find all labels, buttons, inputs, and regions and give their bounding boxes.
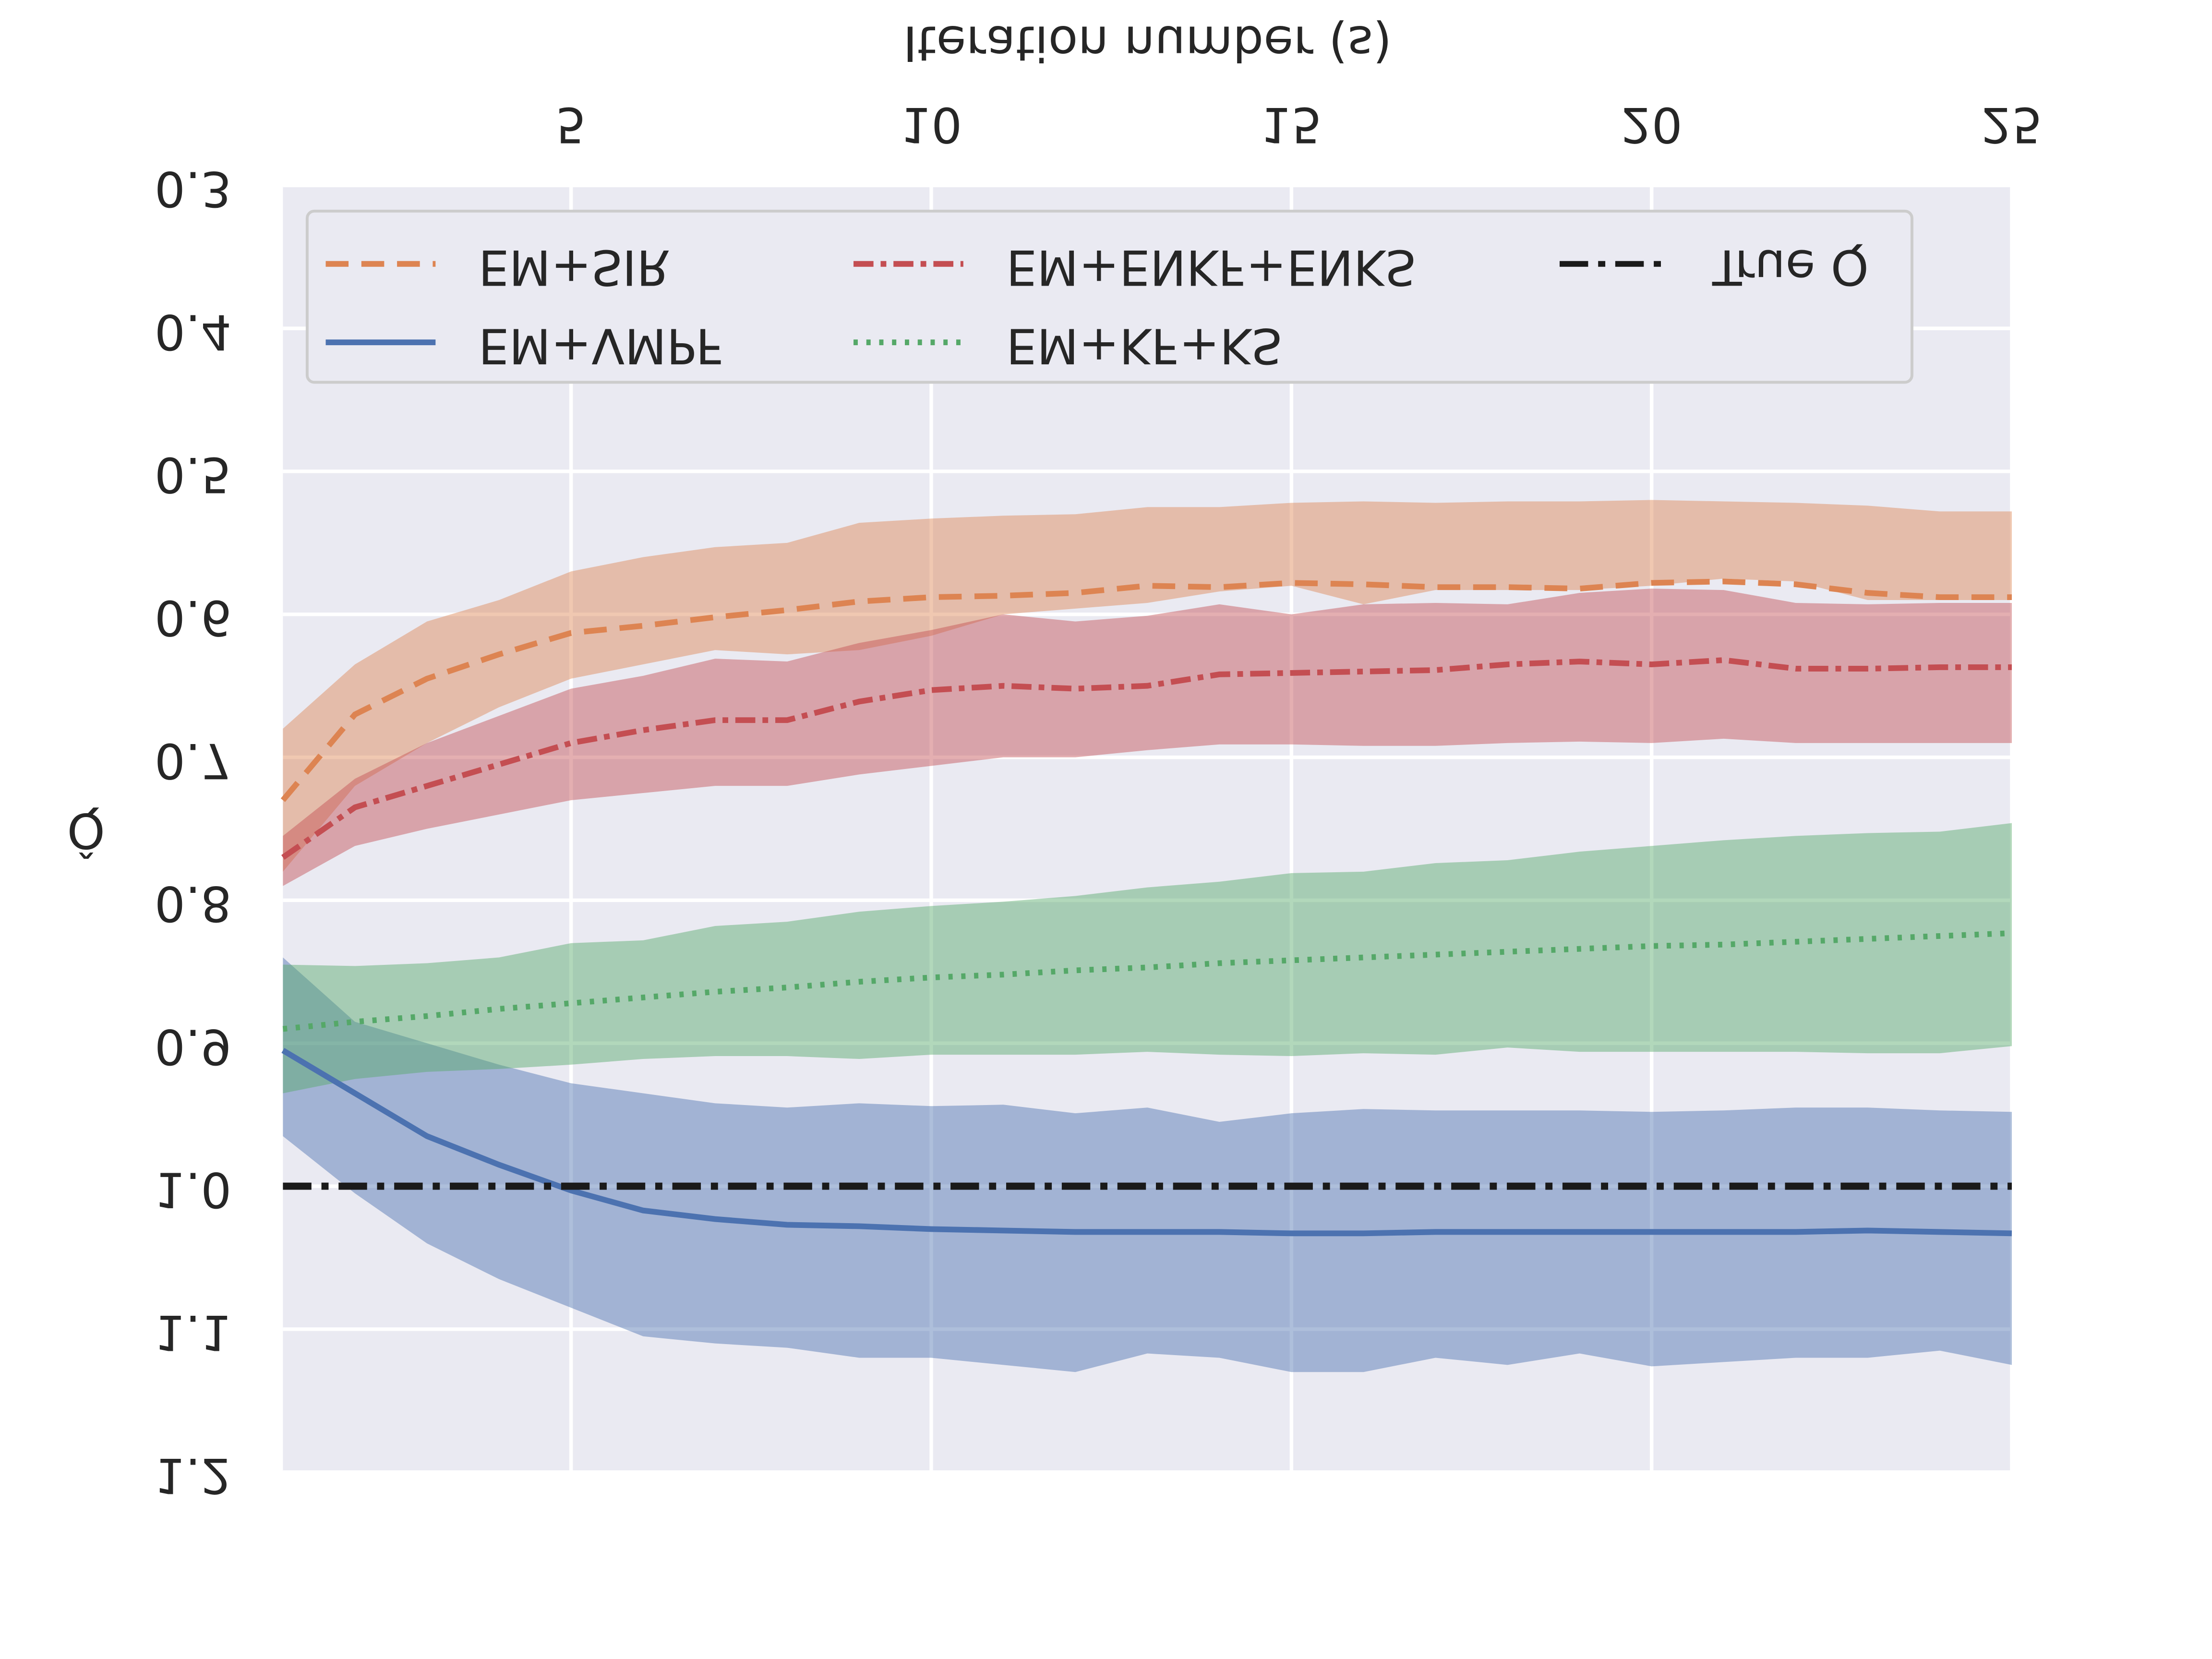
confidence-band — [283, 823, 2012, 1094]
legend-label: EM+KF+KS — [1006, 317, 1282, 374]
legend-label: EM+SIR — [478, 239, 670, 296]
x-tick-label: 10 — [901, 96, 962, 153]
confidence-band — [283, 500, 2012, 872]
x-tick-label: 5 — [555, 96, 586, 153]
x-axis-label: Iteration number (s) — [903, 15, 1392, 72]
legend-label: True Q — [1712, 239, 1869, 296]
y-axis-label: Q̂ — [67, 803, 106, 859]
y-tick-label: 0.9 — [155, 1018, 232, 1075]
y-tick-label: 0.6 — [155, 589, 232, 646]
y-tick-label: 1.2 — [155, 1447, 232, 1504]
series-line — [280, 578, 2012, 802]
y-tick-label: 1.0 — [155, 1161, 232, 1218]
y-tick-label: 0.4 — [155, 303, 232, 360]
y-tick-label: 0.3 — [155, 160, 232, 217]
y-tick-label: 0.5 — [155, 446, 232, 503]
legend-label: EM+VMPF — [478, 317, 723, 374]
x-tick-label: 25 — [1981, 96, 2043, 153]
x-tick-label: 20 — [1621, 96, 1683, 153]
legend-label: EM+ENKF+ENKS — [1006, 239, 1416, 296]
y-tick-label: 0.8 — [155, 876, 232, 932]
confidence-band — [283, 957, 2012, 1372]
flipped-plot: 0.3 0.4 0.5 0.6 0.7 0.8 0.9 1.0 1.1 1.2 5 10 15 20 25 I… — [67, 15, 2043, 1504]
x-tick-label: 15 — [1261, 96, 1322, 153]
y-tick-label: 1.1 — [155, 1304, 232, 1361]
legend-box — [305, 209, 1913, 384]
y-tick-label: 0.7 — [155, 733, 232, 789]
series-line — [281, 1048, 2012, 1237]
series-line — [281, 657, 2012, 860]
